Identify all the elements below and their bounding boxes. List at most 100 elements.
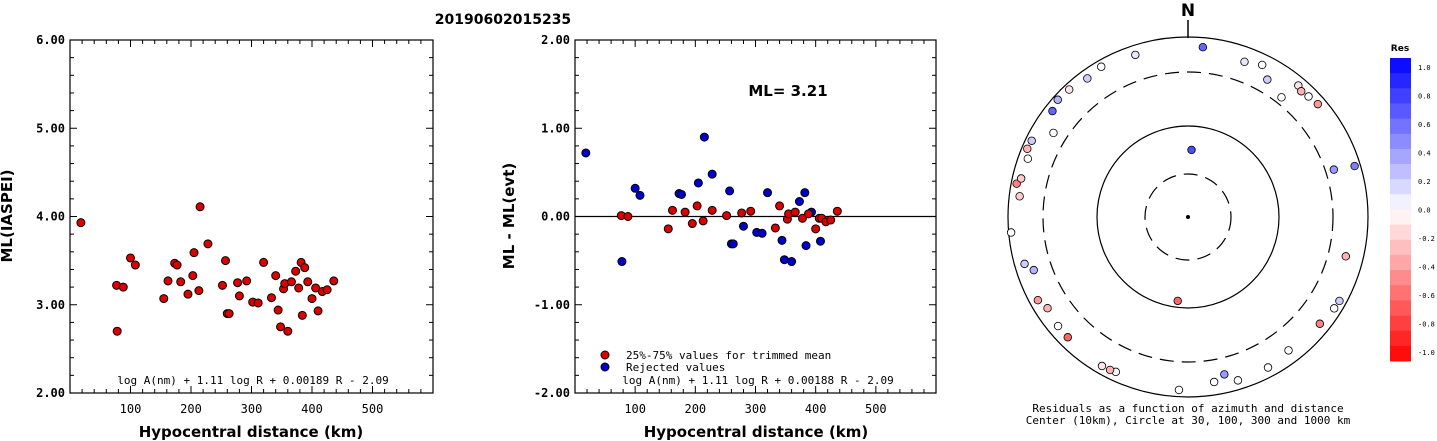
ml-ytick-label: 6.00	[36, 33, 65, 47]
ml-station-point	[220, 256, 230, 266]
residual-y-axis-label: ML - ML(evt)	[500, 163, 518, 269]
accepted-residual-point	[623, 212, 633, 221]
azimuth-residual-map: N Residuals as a function of azimuth and…	[1006, 1, 1369, 427]
station-residual-marker	[1033, 296, 1043, 305]
accepted-residual-point	[680, 207, 690, 217]
colorbar-cell	[1390, 254, 1411, 271]
accepted-residual-point	[663, 224, 673, 234]
accepted-residual-point	[832, 206, 842, 216]
ml-formula: log A(nm) + 1.11 log R + 0.00189 R - 2.0…	[117, 374, 389, 387]
colorbar-tick-label: 0.8	[1418, 93, 1431, 101]
station-residual-marker	[1297, 87, 1306, 96]
station-residual-marker	[1097, 361, 1107, 371]
accepted-residual-point	[687, 219, 697, 229]
station-residual-marker	[1220, 370, 1229, 379]
rejected-residual-point	[757, 228, 767, 238]
accepted-residual-point	[692, 201, 702, 211]
accepted-residual-point	[667, 205, 677, 215]
colorbar-cell	[1390, 103, 1411, 120]
ring-100km	[1096, 125, 1280, 309]
residual-xtick-label: 300	[745, 402, 767, 416]
station-residual-marker	[1330, 304, 1339, 313]
station-residual-marker	[1105, 365, 1115, 375]
ml-plot-frame	[69, 39, 434, 394]
ml-station-point	[224, 309, 234, 319]
outer-ring-1000km	[1007, 36, 1369, 398]
rejected-residual-point	[581, 148, 591, 158]
station-residual-marker	[1083, 74, 1092, 83]
ml-station-point	[266, 293, 276, 303]
colorbar-cell	[1390, 300, 1411, 317]
ml-station-point	[273, 305, 283, 315]
ml-station-point	[322, 285, 332, 295]
ml-vs-distance-panel: 2.00 3.00 4.00 5.00 6.00 100 200 300 400 500 log …	[0, 33, 434, 441]
colorbar-cell	[1390, 58, 1411, 74]
ml-station-point	[76, 218, 86, 228]
legend-label-accepted: 25%-75% values for trimmed mean	[626, 349, 831, 362]
colorbar-tick-label: -0.4	[1418, 264, 1435, 272]
ml-station-point	[297, 310, 307, 320]
ml-station-point	[176, 277, 186, 287]
ml-ytick-label: 4.00	[36, 210, 65, 224]
station-residual-marker	[1023, 144, 1032, 153]
rejected-residual-point	[617, 257, 627, 267]
ml-xtick-label: 200	[180, 402, 202, 416]
station-residual-marker	[1012, 179, 1021, 188]
station-residual-marker	[1304, 92, 1313, 101]
rejected-residual-point	[801, 241, 811, 251]
rejected-residual-point	[779, 255, 789, 265]
accepted-residual-point	[811, 224, 821, 234]
rejected-residual-point	[815, 236, 825, 246]
ml-station-point	[234, 291, 244, 301]
residual-xtick-label: 400	[805, 402, 827, 416]
ml-station-point	[195, 202, 205, 212]
map-caption-line2: Center (10km), Circle at 30, 100, 300 an…	[1026, 414, 1351, 427]
ml-station-point	[188, 271, 198, 281]
residual-colorbar: Res 1.0 0.8 0.6 0.4 0.2 0.0 -0.2 -0.4 -0.6 -0.8 -1…	[1390, 44, 1435, 362]
station-residual-marker	[1198, 42, 1208, 52]
colorbar-tick-label: -1.0	[1418, 349, 1435, 357]
ml-station-point	[329, 276, 339, 286]
colorbar-cell	[1390, 164, 1411, 180]
ml-station-point	[203, 239, 213, 249]
station-residual-marker	[1053, 321, 1063, 331]
station-residual-marker	[1335, 296, 1344, 306]
colorbar-cell	[1390, 315, 1411, 332]
rejected-residual-point	[763, 188, 773, 198]
ml-station-point	[286, 277, 296, 287]
ml-event-annotation: ML= 3.21	[748, 82, 827, 100]
north-label: N	[1181, 1, 1195, 21]
residual-xtick-label: 500	[865, 402, 887, 416]
ring-300km	[1042, 71, 1334, 363]
ml-ytick-label: 2.00	[36, 386, 65, 400]
station-residual-marker	[1049, 128, 1058, 138]
station-residual-marker	[1187, 145, 1196, 155]
colorbar-tick-label: 0.4	[1418, 150, 1431, 158]
colorbar-tick-label: -0.8	[1418, 321, 1435, 329]
ml-station-point	[271, 271, 281, 281]
station-residual-marker	[1053, 95, 1062, 104]
accepted-residual-point	[746, 206, 756, 216]
ml-station-point	[130, 260, 140, 270]
colorbar-title: Res	[1391, 44, 1409, 54]
ml-station-point	[283, 326, 293, 336]
rejected-residual-point	[738, 221, 748, 231]
station-residual-marker	[1263, 75, 1272, 84]
station-residual-marker	[1350, 161, 1359, 171]
residual-ytick-label: -1.00	[534, 298, 570, 312]
colorbar-cell	[1390, 239, 1411, 256]
colorbar-cell	[1390, 118, 1411, 135]
residual-ytick-label: -2.00	[534, 386, 570, 400]
rejected-residual-point	[676, 189, 686, 199]
colorbar-tick-label: -0.2	[1418, 235, 1435, 243]
rejected-residual-point	[630, 183, 640, 193]
colorbar-cell	[1390, 224, 1411, 241]
ml-xtick-label: 500	[362, 402, 384, 416]
colorbar-cell	[1390, 330, 1411, 347]
station-residual-marker	[1313, 99, 1323, 109]
station-residual-marker	[1131, 50, 1140, 60]
accepted-residual-point	[797, 213, 807, 223]
ml-station-point	[217, 280, 227, 290]
accepted-residual-point	[737, 208, 747, 218]
